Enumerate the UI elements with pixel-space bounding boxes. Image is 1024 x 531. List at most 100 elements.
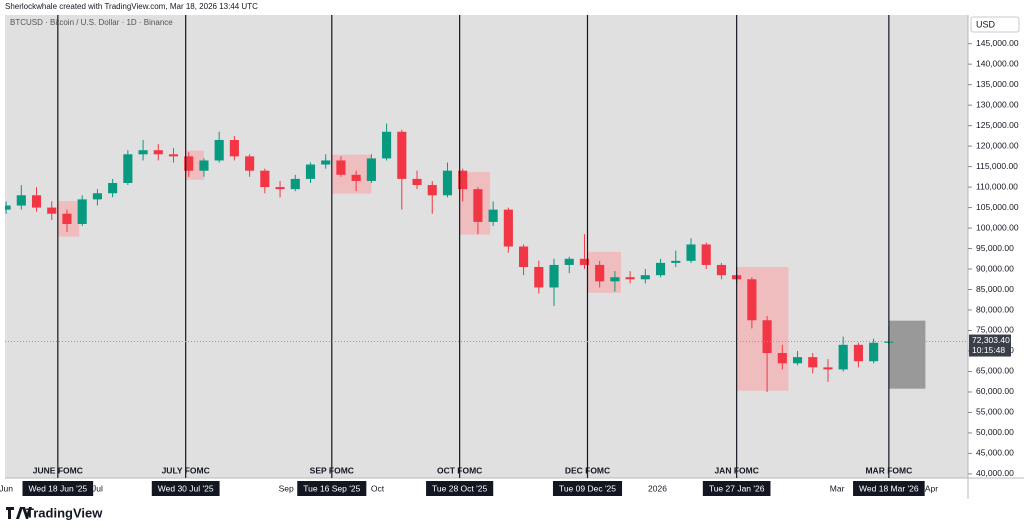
candle-body [686, 244, 696, 261]
candle-body [442, 170, 453, 196]
candle-body [655, 262, 666, 276]
date-label-box [702, 481, 771, 496]
y-tick-label: 120,000.00 [976, 140, 1019, 150]
y-tick-label: 55,000.00 [976, 407, 1014, 417]
candle-body [838, 344, 848, 370]
y-tick-label: 135,000.00 [976, 79, 1019, 89]
plot-area [5, 15, 968, 478]
event-label: JAN FOMC [714, 465, 758, 475]
candle-body [108, 182, 118, 194]
candle-body [275, 187, 285, 190]
candle-body [123, 154, 133, 183]
currency-box [970, 16, 1020, 33]
candle-body [382, 131, 392, 159]
candle-body [153, 150, 163, 155]
y-tick-label: 60,000.00 [976, 386, 1014, 396]
candle-body [869, 342, 879, 362]
candle-body [579, 258, 590, 265]
candle-body [549, 264, 559, 288]
candle-body [488, 209, 498, 222]
x-tick-label: Apr [925, 483, 938, 493]
x-tick-label: Mar [830, 483, 845, 493]
candle-body [564, 258, 574, 265]
logo: TradingView [6, 505, 103, 520]
candle-body [427, 185, 437, 196]
candle-body [701, 244, 711, 265]
event-date-label: Tue 09 Dec '25 [559, 483, 616, 493]
candle-body [184, 156, 194, 171]
event-label: DEC FOMC [565, 465, 610, 475]
currency: USD [976, 19, 996, 29]
y-tick-label: 90,000.00 [976, 263, 1014, 273]
candle-body [47, 207, 57, 214]
candle-body [31, 195, 42, 208]
candle-body [321, 160, 331, 165]
logo-icon [6, 507, 32, 519]
y-tick-label: 115,000.00 [976, 161, 1018, 171]
date-label-box [297, 481, 367, 496]
header: Sherlockwhale created with TradingView.c… [5, 2, 258, 11]
date-label-box [853, 481, 925, 496]
candle-body [777, 353, 787, 364]
candle-body [138, 150, 148, 155]
candle-body [397, 131, 407, 179]
event-date-label: Wed 30 Jul '25 [158, 483, 214, 493]
event-label: SEP FOMC [310, 465, 354, 475]
event-date-label: Tue 27 Jan '26 [709, 483, 765, 493]
candle-body [168, 154, 179, 157]
candle-body [762, 320, 772, 354]
y-tick-label: 125,000.00 [976, 120, 1019, 130]
candle-body [77, 199, 87, 224]
y-tick-label: 105,000.00 [976, 202, 1019, 212]
event-label: OCT FOMC [437, 465, 482, 475]
symbol-title: BTCUSD · Bitcoin / U.S. Dollar · 1D · Bi… [10, 18, 173, 27]
candle-body [747, 279, 757, 321]
candle-body [351, 174, 361, 181]
candle-body [199, 160, 209, 171]
candle-body [534, 266, 544, 288]
y-tick-label: 130,000.00 [976, 99, 1019, 109]
candle-body [245, 156, 255, 171]
event-label: JULY FOMC [162, 465, 210, 475]
candle-body [823, 367, 833, 370]
plot [5, 123, 926, 392]
candle-body [305, 164, 316, 179]
candle-body [640, 275, 650, 280]
candle-body [671, 260, 681, 263]
x-tick-label: Jun [0, 483, 13, 493]
candle-body [458, 170, 468, 190]
candle-body [16, 195, 26, 206]
y-tick-label: 50,000.00 [976, 427, 1014, 437]
candle-body [290, 178, 300, 190]
candle-body [808, 357, 818, 368]
y-tick-label: 65,000.00 [976, 366, 1014, 376]
y-tick-label: 40,000.00 [976, 468, 1014, 478]
event-label: MAR FOMC [865, 465, 912, 475]
candle-body [853, 344, 863, 362]
date-label-box [552, 481, 623, 496]
y-tick-label: 110,000.00 [976, 181, 1018, 191]
y-tick-label: 45,000.00 [976, 448, 1014, 458]
y-tick-label: 85,000.00 [976, 284, 1014, 294]
candle-body [366, 158, 376, 181]
candle-body [610, 277, 620, 282]
y-tick-label: 80,000.00 [976, 304, 1014, 314]
event-date-label: Wed 18 Mar '26 [859, 483, 919, 493]
candle-body [5, 205, 11, 210]
x-tick-label: 2026 [648, 483, 667, 493]
event-date-label: Wed 18 Jun '25 [29, 483, 88, 493]
candle-body [595, 264, 605, 282]
candle-body [92, 193, 102, 200]
candle-body [62, 213, 72, 224]
candle-body [716, 264, 726, 276]
candle-body [625, 277, 635, 280]
event-date-label: Tue 16 Sep '25 [303, 483, 360, 493]
last-price-box [969, 334, 1011, 357]
candle-body [412, 178, 422, 186]
candle-body [503, 209, 513, 247]
y-tick-label: 95,000.00 [976, 243, 1014, 253]
x-tick-label: Oct [371, 483, 385, 493]
brand: TradingView [26, 505, 103, 520]
candle-body [792, 357, 803, 364]
